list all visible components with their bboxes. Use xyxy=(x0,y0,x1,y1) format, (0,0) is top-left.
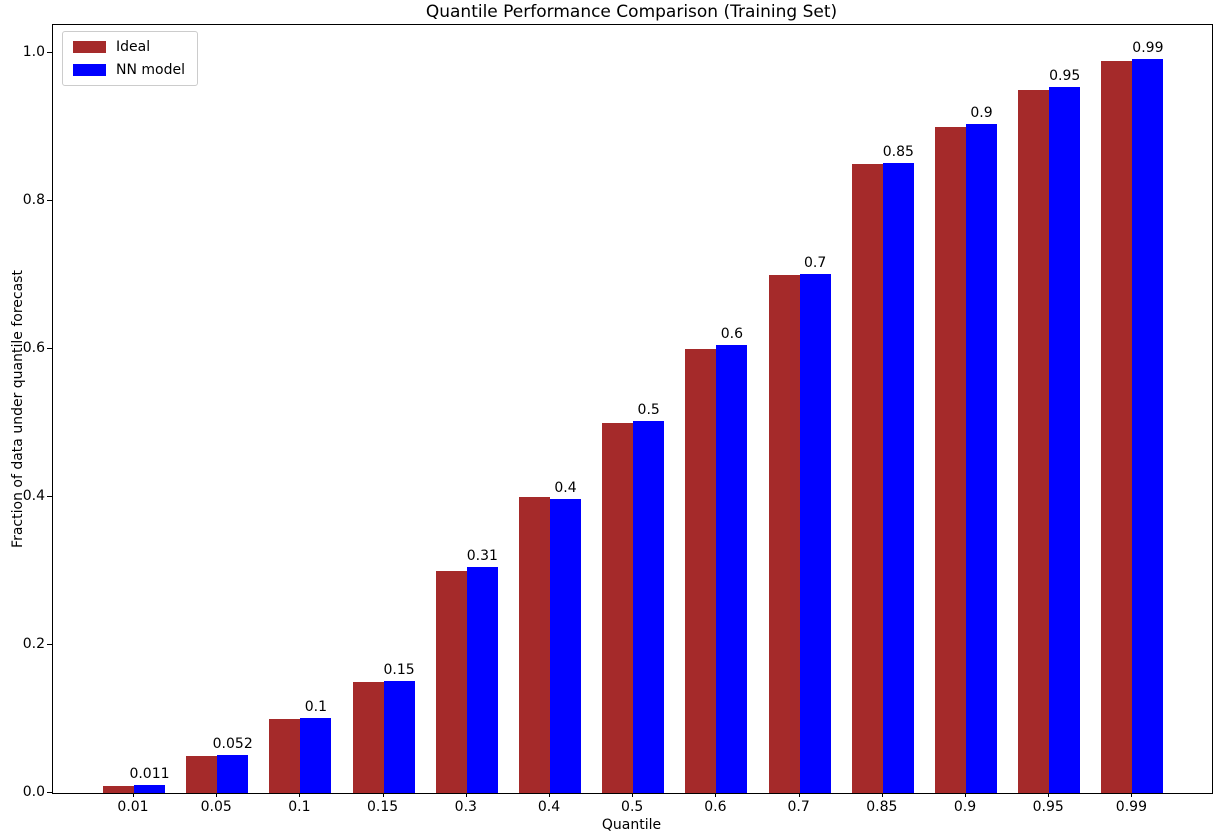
y-tick-mark xyxy=(47,792,52,793)
y-tick-mark xyxy=(47,52,52,54)
y-tick-label: 1.0 xyxy=(22,44,45,61)
y-tick-label: 0.2 xyxy=(22,636,45,653)
nn-model-bar xyxy=(134,784,165,793)
nn-model-bar xyxy=(633,420,665,793)
ideal-bar xyxy=(1101,60,1133,793)
x-tick-label: 0.95 xyxy=(1032,799,1064,815)
x-tick-mark xyxy=(965,793,966,797)
x-axis-label: Quantile xyxy=(601,817,662,833)
legend-item: Ideal xyxy=(73,39,185,55)
bar-value-label: 0.85 xyxy=(882,143,914,160)
x-tick-mark xyxy=(1131,793,1133,797)
x-tick-label: 0.01 xyxy=(117,799,149,815)
bar-value-label: 0.7 xyxy=(803,255,827,272)
ideal-bar xyxy=(851,164,883,793)
x-tick-mark xyxy=(465,793,467,797)
legend-swatch xyxy=(73,41,106,53)
nn-model-bar xyxy=(882,162,914,793)
ideal-bar xyxy=(186,756,218,793)
ideal-bar xyxy=(935,127,966,793)
x-tick-mark xyxy=(632,793,634,797)
ideal-bar xyxy=(519,497,550,793)
x-tick-mark xyxy=(382,793,384,797)
nn-model-bar xyxy=(966,124,997,793)
ideal-bar xyxy=(269,719,301,793)
bar-value-label: 0.95 xyxy=(1049,68,1081,85)
x-tick-mark xyxy=(881,793,883,797)
x-tick-label: 0.9 xyxy=(953,799,977,815)
y-tick-label: 0.8 xyxy=(22,192,45,209)
bar-value-label: 0.6 xyxy=(720,326,744,343)
bar-value-label: 0.1 xyxy=(304,698,328,715)
x-tick-mark xyxy=(216,793,218,797)
bar-value-label: 0.31 xyxy=(466,547,498,564)
plot-area: 0.011 0.052 0.1 0.15 0.31 0.4 0.5 0.6 0.7 0.85 0.9… xyxy=(52,24,1213,794)
ideal-bar xyxy=(1018,90,1050,793)
ideal-bar xyxy=(352,682,384,793)
bar-value-label: 0.99 xyxy=(1132,40,1164,57)
bar-value-label: 0.011 xyxy=(129,765,170,782)
x-tick-label: 0.99 xyxy=(1115,799,1147,815)
nn-model-bar xyxy=(799,274,831,793)
x-tick-mark xyxy=(715,793,717,797)
y-tick-mark xyxy=(47,496,52,498)
nn-model-bar xyxy=(383,680,415,793)
x-tick-label: 0.15 xyxy=(367,799,399,815)
chart-title: Quantile Performance Comparison (Trainin… xyxy=(425,2,838,22)
y-tick-mark xyxy=(47,200,52,202)
legend-label: Ideal xyxy=(116,39,151,55)
y-tick-mark xyxy=(47,348,52,350)
nn-model-bar xyxy=(550,498,581,793)
ideal-bar xyxy=(103,785,134,793)
x-tick-mark xyxy=(1048,793,1050,797)
y-tick-label: 0.0 xyxy=(22,784,45,800)
x-tick-label: 0.1 xyxy=(288,799,311,815)
y-tick-mark xyxy=(47,644,52,646)
bar-value-label: 0.052 xyxy=(212,735,253,752)
x-tick-mark xyxy=(798,793,800,797)
legend-item: NN model xyxy=(73,62,185,78)
legend: Ideal NN model xyxy=(62,31,198,86)
nn-model-bar xyxy=(217,754,249,793)
x-tick-label: 0.4 xyxy=(537,799,561,815)
ideal-bar xyxy=(435,571,467,793)
bar-value-label: 0.4 xyxy=(554,479,577,496)
x-tick-label: 0.6 xyxy=(704,799,727,815)
x-tick-label: 0.7 xyxy=(787,799,810,815)
y-axis-label: Fraction of data under quantile forecast xyxy=(10,270,26,548)
x-tick-label: 0.05 xyxy=(200,799,232,815)
x-tick-mark xyxy=(133,793,134,797)
x-tick-mark xyxy=(299,793,301,797)
legend-swatch xyxy=(73,64,106,76)
ideal-bar xyxy=(685,349,717,793)
bar-value-label: 0.5 xyxy=(637,401,660,418)
nn-model-bar xyxy=(466,566,498,793)
ideal-bar xyxy=(768,275,800,793)
x-tick-mark xyxy=(549,793,550,797)
nn-model-bar xyxy=(1049,87,1081,793)
x-tick-label: 0.5 xyxy=(621,799,644,815)
bar-value-label: 0.9 xyxy=(970,105,993,122)
bar-value-label: 0.15 xyxy=(383,661,415,678)
nn-model-bar xyxy=(300,717,332,793)
x-tick-label: 0.3 xyxy=(454,799,477,815)
y-tick-label: 0.4 xyxy=(22,488,45,505)
legend-label: NN model xyxy=(116,62,185,78)
x-tick-label: 0.85 xyxy=(866,799,898,815)
nn-model-bar xyxy=(716,345,748,793)
ideal-bar xyxy=(602,423,634,793)
nn-model-bar xyxy=(1132,59,1164,793)
y-tick-label: 0.6 xyxy=(22,340,45,357)
